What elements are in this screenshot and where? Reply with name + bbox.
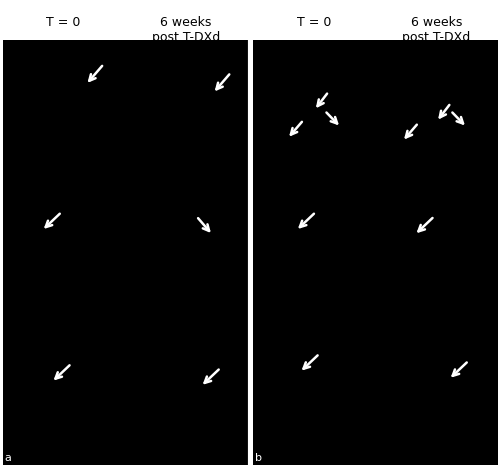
Text: 6 weeks
post T-DXd: 6 weeks post T-DXd [152, 16, 220, 44]
Text: a: a [4, 453, 11, 463]
Text: T = 0: T = 0 [297, 16, 332, 29]
Text: T = 0: T = 0 [46, 16, 81, 29]
Text: 6 weeks
post T-DXd: 6 weeks post T-DXd [402, 16, 470, 44]
Text: b: b [254, 453, 262, 463]
